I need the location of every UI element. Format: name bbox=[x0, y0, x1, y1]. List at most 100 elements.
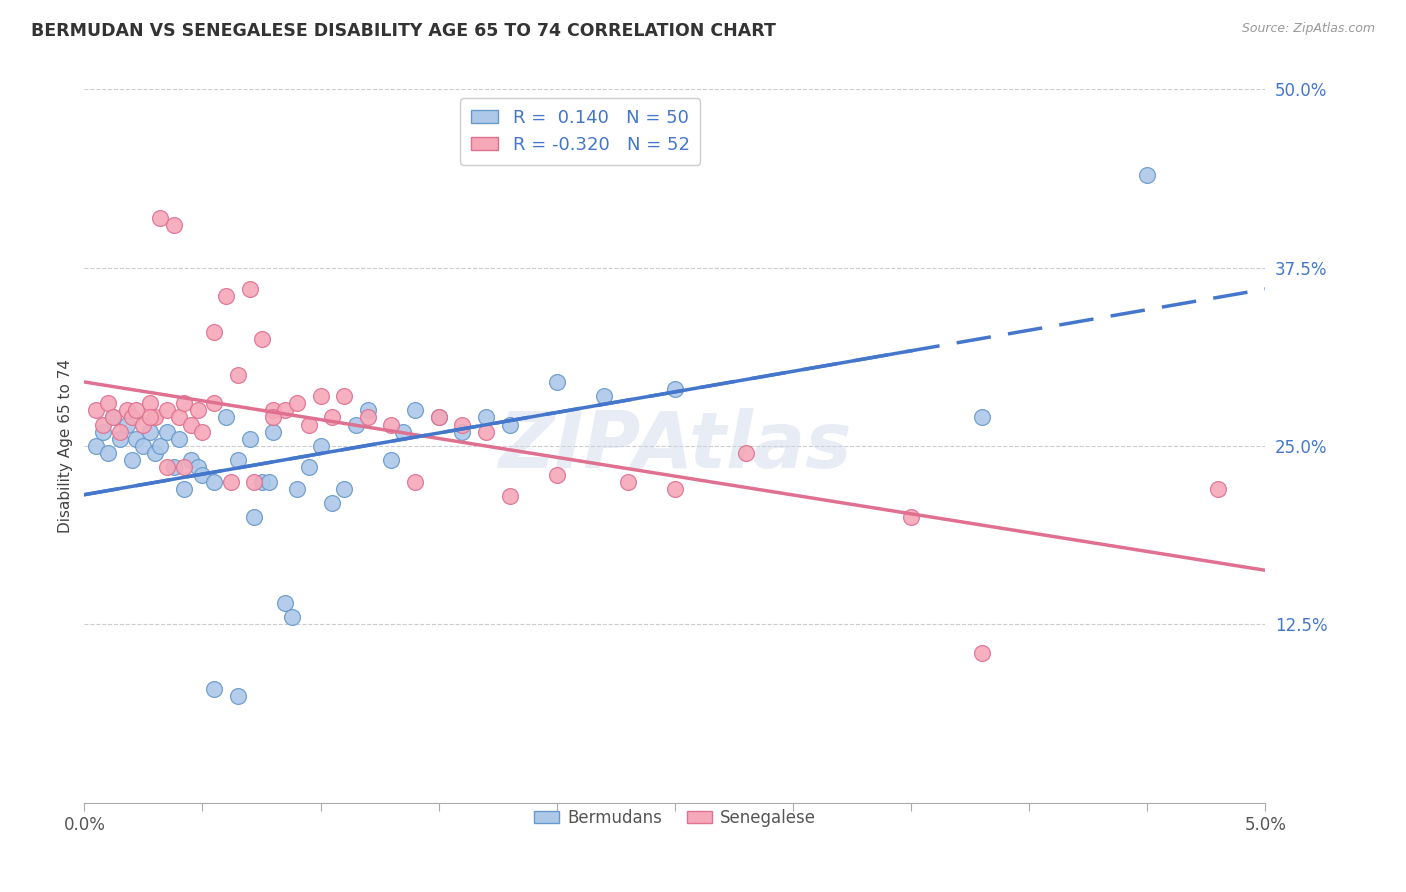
Point bbox=[91, 425, 114, 439]
Point bbox=[149, 211, 172, 225]
Point bbox=[191, 425, 214, 439]
Point bbox=[121, 453, 143, 467]
Point bbox=[108, 425, 131, 439]
Point bbox=[191, 467, 214, 482]
Point bbox=[143, 446, 166, 460]
Point bbox=[475, 425, 498, 439]
Y-axis label: Disability Age 65 to 74: Disability Age 65 to 74 bbox=[58, 359, 73, 533]
Text: Source: ZipAtlas.com: Source: ZipAtlas.com bbox=[1241, 22, 1375, 36]
Point bbox=[219, 475, 242, 489]
Point bbox=[257, 475, 280, 489]
Point bbox=[274, 596, 297, 610]
Point bbox=[262, 410, 284, 425]
Point bbox=[139, 410, 162, 425]
Point bbox=[250, 475, 273, 489]
Point bbox=[734, 446, 756, 460]
Point bbox=[900, 510, 922, 524]
Point bbox=[970, 646, 993, 660]
Point bbox=[97, 446, 120, 460]
Point bbox=[546, 467, 568, 482]
Point bbox=[298, 460, 321, 475]
Point bbox=[309, 439, 332, 453]
Point bbox=[321, 496, 343, 510]
Point bbox=[546, 375, 568, 389]
Point bbox=[97, 396, 120, 410]
Point bbox=[333, 389, 356, 403]
Point bbox=[380, 453, 402, 467]
Point bbox=[173, 396, 195, 410]
Point bbox=[143, 410, 166, 425]
Point bbox=[156, 425, 179, 439]
Point bbox=[180, 417, 202, 432]
Point bbox=[285, 396, 308, 410]
Point bbox=[101, 410, 124, 425]
Point bbox=[125, 432, 148, 446]
Point bbox=[163, 460, 186, 475]
Point bbox=[274, 403, 297, 417]
Point bbox=[451, 425, 474, 439]
Point bbox=[84, 439, 107, 453]
Point bbox=[344, 417, 367, 432]
Point bbox=[333, 482, 356, 496]
Point bbox=[1136, 168, 1159, 182]
Point bbox=[392, 425, 415, 439]
Point bbox=[115, 417, 138, 432]
Point bbox=[664, 482, 686, 496]
Point bbox=[215, 289, 238, 303]
Point bbox=[404, 403, 426, 417]
Point bbox=[173, 460, 195, 475]
Point bbox=[226, 453, 249, 467]
Point bbox=[321, 410, 343, 425]
Point bbox=[239, 282, 262, 296]
Point bbox=[115, 403, 138, 417]
Point bbox=[167, 432, 190, 446]
Point bbox=[156, 460, 179, 475]
Point bbox=[121, 410, 143, 425]
Point bbox=[285, 482, 308, 496]
Point bbox=[664, 382, 686, 396]
Point bbox=[202, 325, 225, 339]
Point bbox=[139, 425, 162, 439]
Point bbox=[1206, 482, 1229, 496]
Point bbox=[202, 681, 225, 696]
Point bbox=[239, 432, 262, 446]
Point bbox=[202, 475, 225, 489]
Point bbox=[593, 389, 616, 403]
Point bbox=[262, 425, 284, 439]
Point bbox=[298, 417, 321, 432]
Point bbox=[187, 403, 209, 417]
Point bbox=[475, 410, 498, 425]
Point bbox=[427, 410, 450, 425]
Text: BERMUDAN VS SENEGALESE DISABILITY AGE 65 TO 74 CORRELATION CHART: BERMUDAN VS SENEGALESE DISABILITY AGE 65… bbox=[31, 22, 776, 40]
Legend: Bermudans, Senegalese: Bermudans, Senegalese bbox=[527, 803, 823, 834]
Point bbox=[156, 403, 179, 417]
Point bbox=[180, 453, 202, 467]
Point bbox=[132, 417, 155, 432]
Point bbox=[427, 410, 450, 425]
Point bbox=[108, 432, 131, 446]
Point bbox=[149, 439, 172, 453]
Point bbox=[101, 410, 124, 425]
Point bbox=[250, 332, 273, 346]
Point bbox=[187, 460, 209, 475]
Point bbox=[970, 410, 993, 425]
Point bbox=[281, 610, 304, 624]
Point bbox=[357, 410, 380, 425]
Point bbox=[498, 489, 520, 503]
Point bbox=[498, 417, 520, 432]
Point bbox=[243, 475, 266, 489]
Text: ZIPAtlas: ZIPAtlas bbox=[498, 408, 852, 484]
Point bbox=[202, 396, 225, 410]
Point bbox=[380, 417, 402, 432]
Point bbox=[357, 403, 380, 417]
Point bbox=[226, 689, 249, 703]
Point bbox=[139, 396, 162, 410]
Point bbox=[616, 475, 638, 489]
Point bbox=[226, 368, 249, 382]
Point bbox=[215, 410, 238, 425]
Point bbox=[173, 482, 195, 496]
Point bbox=[84, 403, 107, 417]
Point bbox=[243, 510, 266, 524]
Point bbox=[262, 403, 284, 417]
Point bbox=[167, 410, 190, 425]
